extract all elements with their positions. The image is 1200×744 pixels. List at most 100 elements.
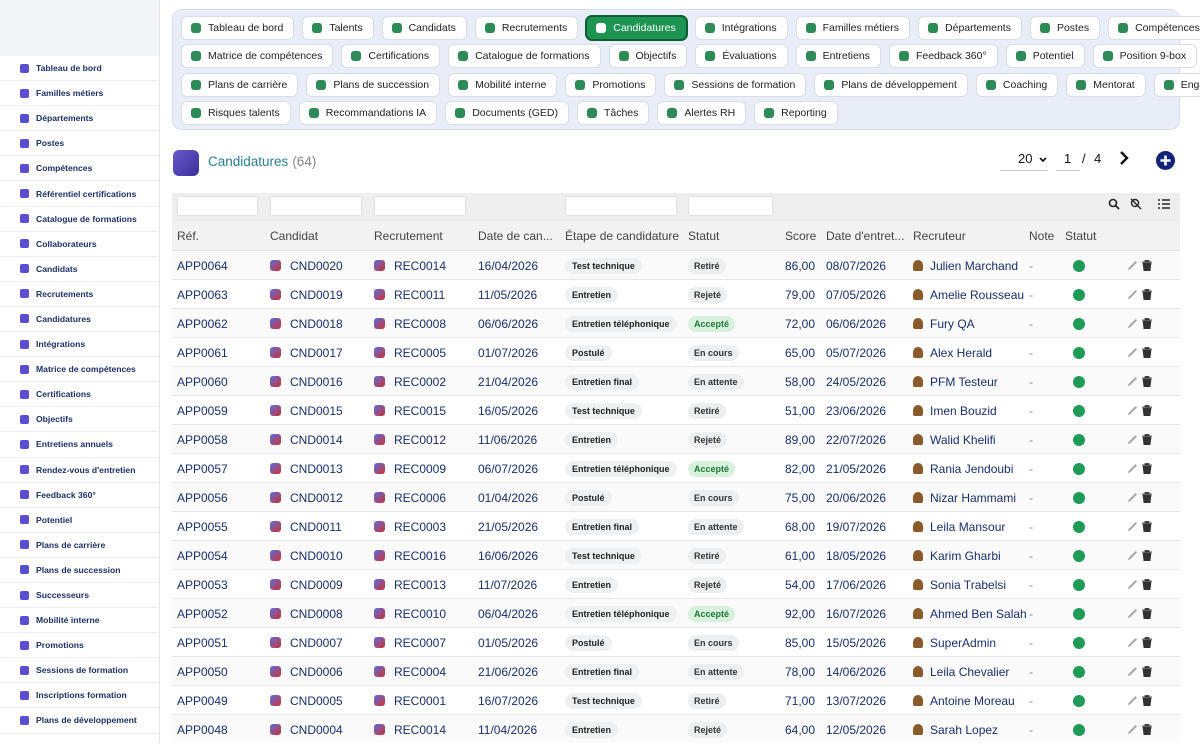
sidebar-item[interactable]: Matrice de compétences: [0, 357, 159, 383]
link-text[interactable]: REC0002: [394, 374, 447, 389]
sidebar-item[interactable]: Potentiel: [0, 508, 159, 533]
column-header[interactable]: Candidat: [270, 228, 319, 243]
sidebar-item[interactable]: Candidatures: [0, 307, 159, 333]
tab[interactable]: Potentiel: [1005, 44, 1085, 69]
delete-icon[interactable]: [1142, 608, 1152, 619]
link-text[interactable]: REC0008: [394, 316, 447, 331]
link-text[interactable]: CND0007: [290, 635, 343, 650]
sidebar-item[interactable]: Postes: [0, 131, 159, 157]
filter-input[interactable]: [270, 196, 362, 216]
link-text[interactable]: CND0009: [290, 577, 343, 592]
edit-icon[interactable]: [1127, 608, 1138, 619]
sidebar-item[interactable]: Plans de succession: [0, 558, 159, 583]
table-row[interactable]: APP0061 CND0017 REC0005 01/07/2026 Postulé En…: [172, 337, 1180, 366]
link-text[interactable]: CND0005: [290, 693, 343, 708]
sidebar-item[interactable]: Tableau de bord: [0, 56, 159, 82]
tab[interactable]: Position 9-box: [1092, 44, 1198, 69]
sidebar-item[interactable]: Départements: [0, 106, 159, 132]
table-row[interactable]: APP0054 CND0010 REC0016 16/06/2026 Test tech…: [172, 540, 1180, 569]
delete-icon[interactable]: [1142, 492, 1152, 503]
link-text[interactable]: REC0011: [394, 287, 446, 302]
add-button[interactable]: [1156, 151, 1175, 170]
next-page[interactable]: [1118, 151, 1130, 165]
tab[interactable]: Matrice de compétences: [181, 44, 334, 69]
tab[interactable]: Engagement: [1153, 72, 1200, 97]
edit-icon[interactable]: [1127, 376, 1138, 387]
tab[interactable]: Risques talents: [181, 100, 291, 125]
tab[interactable]: Sessions de formation: [664, 72, 807, 97]
tab[interactable]: Entretiens: [795, 44, 881, 69]
link-text[interactable]: CND0017: [290, 345, 343, 360]
tab[interactable]: Objectifs: [608, 44, 688, 69]
link-text[interactable]: REC0014: [394, 258, 447, 273]
edit-icon[interactable]: [1127, 318, 1138, 329]
sidebar-item[interactable]: Promotions: [0, 633, 159, 659]
tab[interactable]: Certifications: [341, 44, 441, 69]
edit-icon[interactable]: [1127, 260, 1138, 271]
sidebar-item[interactable]: Objectifs: [0, 407, 159, 433]
link-text[interactable]: CND0011: [290, 519, 342, 534]
edit-icon[interactable]: [1127, 695, 1138, 706]
filter-input[interactable]: [177, 196, 258, 216]
link-text[interactable]: CND0006: [290, 664, 343, 679]
sidebar-item[interactable]: Plans de carrière: [0, 533, 159, 558]
edit-icon[interactable]: [1127, 521, 1138, 532]
sidebar-item[interactable]: Intégrations: [0, 332, 159, 358]
link-text[interactable]: REC0014: [394, 722, 447, 737]
search-icon[interactable]: [1108, 198, 1120, 210]
sidebar-item[interactable]: Référentiel certifications: [0, 181, 159, 207]
tab[interactable]: Reporting: [754, 100, 838, 125]
tab[interactable]: Mobilité interne: [448, 72, 558, 97]
edit-icon[interactable]: [1127, 405, 1138, 416]
tab[interactable]: Coaching: [975, 72, 1059, 97]
link-text[interactable]: REC0004: [394, 664, 447, 679]
page-input[interactable]: 1: [1056, 151, 1080, 171]
link-text[interactable]: REC0016: [394, 548, 447, 563]
table-row[interactable]: APP0060 CND0016 REC0002 21/04/2026 Entretien…: [172, 366, 1180, 395]
link-text[interactable]: REC0013: [394, 577, 447, 592]
tab[interactable]: Tableau de bord: [181, 16, 295, 40]
tab[interactable]: Intégrations: [694, 16, 788, 40]
clear-filter-icon[interactable]: [1130, 198, 1142, 210]
sidebar-item[interactable]: Candidats: [0, 257, 159, 282]
tab[interactable]: Compétences: [1108, 16, 1200, 40]
table-row[interactable]: APP0053 CND0009 REC0013 11/07/2026 Entretien…: [172, 569, 1180, 598]
edit-icon[interactable]: [1127, 434, 1138, 445]
tab[interactable]: Candidatures: [586, 16, 687, 40]
edit-icon[interactable]: [1127, 637, 1138, 648]
filter-input[interactable]: [565, 196, 677, 216]
edit-icon[interactable]: [1127, 579, 1138, 590]
filter-input[interactable]: [374, 196, 466, 216]
column-header[interactable]: Date de can...: [478, 228, 553, 243]
column-header[interactable]: Score: [785, 228, 817, 243]
link-text[interactable]: CND0004: [290, 722, 343, 737]
tab[interactable]: Postes: [1029, 16, 1101, 40]
delete-icon[interactable]: [1142, 347, 1152, 358]
sidebar-item[interactable]: Familles métiers: [0, 81, 159, 107]
sidebar-item[interactable]: Certifications: [0, 382, 159, 408]
sidebar-item[interactable]: Feedback 360°: [0, 483, 159, 508]
delete-icon[interactable]: [1142, 376, 1152, 387]
sidebar-item[interactable]: Plans de développement: [0, 708, 159, 734]
tab[interactable]: Talents: [302, 16, 374, 40]
sidebar-item[interactable]: Collaborateurs: [0, 232, 159, 257]
delete-icon[interactable]: [1142, 289, 1152, 300]
delete-icon[interactable]: [1142, 695, 1152, 706]
filter-input[interactable]: [688, 196, 773, 216]
delete-icon[interactable]: [1142, 318, 1152, 329]
link-text[interactable]: REC0009: [394, 461, 447, 476]
link-text[interactable]: REC0005: [394, 345, 447, 360]
edit-icon[interactable]: [1127, 724, 1138, 735]
link-text[interactable]: CND0020: [290, 258, 343, 273]
tab[interactable]: Familles métiers: [795, 16, 911, 40]
delete-icon[interactable]: [1142, 579, 1152, 590]
tab[interactable]: Évaluations: [695, 44, 788, 69]
column-header[interactable]: Recrutement: [374, 228, 443, 243]
delete-icon[interactable]: [1142, 666, 1152, 677]
table-row[interactable]: APP0050 CND0006 REC0004 21/06/2026 Entretien…: [172, 656, 1180, 685]
column-header[interactable]: Étape de candidature: [565, 228, 680, 243]
table-row[interactable]: APP0049 CND0005 REC0001 16/07/2026 Test tech…: [172, 685, 1180, 714]
link-text[interactable]: CND0015: [290, 403, 343, 418]
table-row[interactable]: APP0063 CND0019 REC0011 11/05/2026 Entretien…: [172, 279, 1180, 308]
sidebar-item[interactable]: Rendez-vous d'entretien: [0, 458, 159, 483]
